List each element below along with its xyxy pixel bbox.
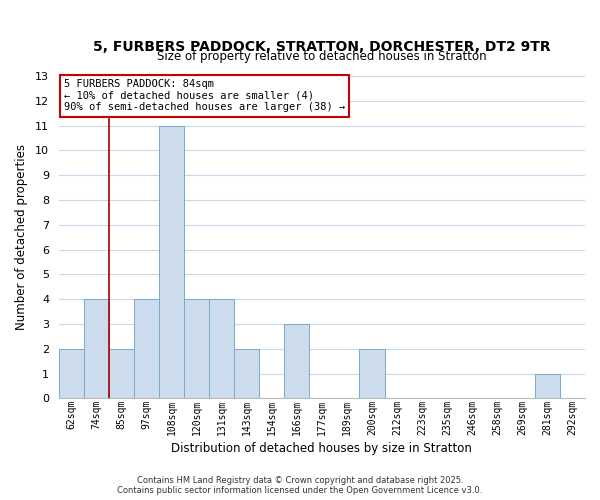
Bar: [359, 349, 385, 399]
Bar: [109, 349, 134, 399]
Bar: [134, 299, 159, 398]
Text: Size of property relative to detached houses in Stratton: Size of property relative to detached ho…: [157, 50, 487, 63]
Bar: [209, 299, 234, 398]
Text: Contains HM Land Registry data © Crown copyright and database right 2025.
Contai: Contains HM Land Registry data © Crown c…: [118, 476, 482, 495]
X-axis label: Distribution of detached houses by size in Stratton: Distribution of detached houses by size …: [172, 442, 472, 455]
Y-axis label: Number of detached properties: Number of detached properties: [15, 144, 28, 330]
Bar: [234, 349, 259, 399]
Text: 5 FURBERS PADDOCK: 84sqm
← 10% of detached houses are smaller (4)
90% of semi-de: 5 FURBERS PADDOCK: 84sqm ← 10% of detach…: [64, 79, 346, 112]
Bar: [184, 299, 209, 398]
Bar: [284, 324, 310, 398]
Bar: [159, 126, 184, 398]
Title: 5, FURBERS PADDOCK, STRATTON, DORCHESTER, DT2 9TR: 5, FURBERS PADDOCK, STRATTON, DORCHESTER…: [93, 40, 551, 54]
Bar: [84, 299, 109, 398]
Bar: [59, 349, 84, 399]
Bar: [535, 374, 560, 398]
